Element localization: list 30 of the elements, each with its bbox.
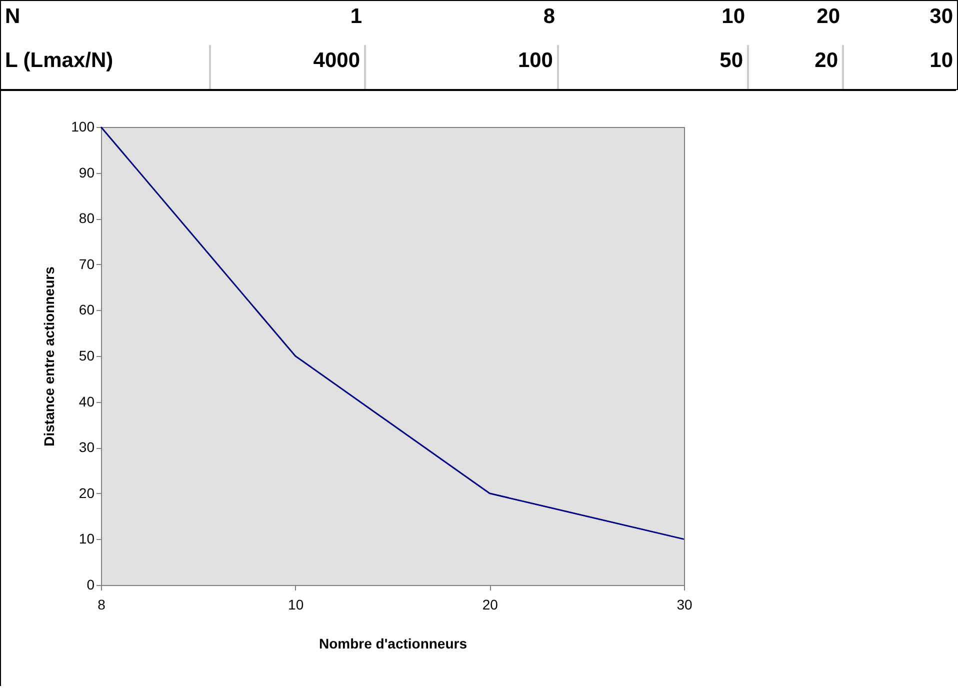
y-tick-label: 80: [78, 210, 95, 226]
y-tick-label: 30: [78, 439, 95, 456]
y-axis-title: Distance entre actionneurs: [41, 266, 58, 446]
y-tick-label: 60: [78, 302, 95, 318]
text: 8: [542, 4, 556, 30]
y-tick-label: 10: [78, 530, 95, 547]
text: 30: [928, 4, 954, 30]
text: N: [4, 4, 22, 30]
x-tick-label: 10: [288, 596, 304, 612]
y-tick-label: 20: [78, 484, 95, 501]
text: 4000: [211, 45, 366, 89]
y-tick-label: 0: [86, 576, 95, 592]
text: 20: [749, 45, 844, 89]
text: 10: [928, 48, 954, 74]
text: L (Lmax/N): [1, 45, 211, 89]
y-tick-label: 70: [78, 256, 95, 272]
x-tick-label: 30: [676, 596, 692, 612]
text: 20: [816, 4, 841, 30]
y-tick-label: 100: [71, 118, 95, 134]
line-series: [100, 126, 685, 540]
y-tick-label: 90: [78, 164, 95, 180]
text: 10: [720, 4, 746, 30]
text: 1: [349, 4, 363, 30]
text: 100: [366, 45, 559, 89]
x-tick-label: 20: [482, 596, 498, 612]
y-tick-label: 50: [78, 348, 95, 364]
x-axis-title: Nombre d'actionneurs: [318, 636, 468, 652]
x-tick-label: 8: [98, 596, 106, 612]
text: 50: [559, 45, 749, 89]
y-tick-label: 40: [78, 393, 95, 410]
